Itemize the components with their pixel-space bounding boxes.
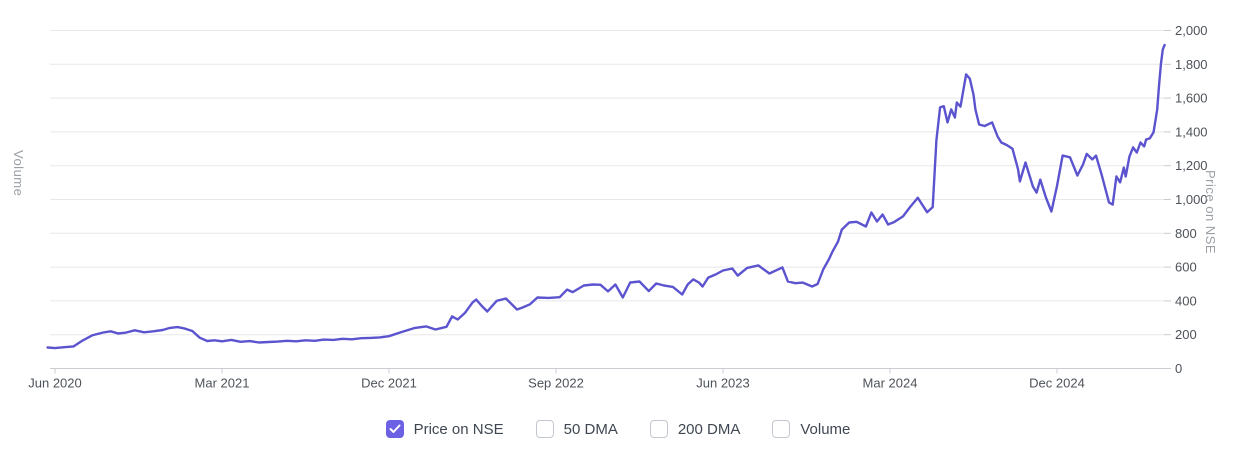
unchecked-checkbox-icon[interactable] <box>535 420 554 438</box>
x-tick-label: Sep 2022 <box>528 376 584 391</box>
x-tick-label: Mar 2021 <box>195 376 250 391</box>
legend-item-price-on-nse[interactable]: Price on NSE <box>385 420 504 438</box>
price-chart-area[interactable]: 0 200 400 600 800 1,000 1,200 1,400 1,600 1,800 2,… <box>0 0 1236 400</box>
legend-label: Price on NSE <box>413 420 504 438</box>
price-line-series <box>46 43 1166 350</box>
x-tick-label: Jun 2020 <box>28 376 82 391</box>
y-tick-label: 1,400 <box>1175 124 1208 139</box>
unchecked-checkbox-icon[interactable] <box>649 420 668 438</box>
x-tick-label: Mar 2024 <box>863 376 918 391</box>
legend-label: 50 DMA <box>563 420 618 438</box>
y-tick-label: 1,000 <box>1175 192 1208 207</box>
y-tick-label: 0 <box>1175 361 1182 376</box>
legend-item-50-dma[interactable]: 50 DMA <box>535 420 618 438</box>
checked-checkbox-icon[interactable] <box>385 420 404 438</box>
x-tick-label: Jun 2023 <box>696 376 750 391</box>
y-tick-label: 1,600 <box>1175 91 1208 106</box>
y-tick-label: 1,200 <box>1175 158 1208 173</box>
unchecked-checkbox-icon[interactable] <box>772 420 791 438</box>
y-axis-title-volume: Volume <box>11 150 26 197</box>
x-tick-label: Dec 2021 <box>361 376 417 391</box>
legend-toggle-bar: Price on NSE 50 DMA 200 DMA Volume <box>0 416 1236 442</box>
x-tick-label: Dec 2024 <box>1029 376 1085 391</box>
y-tick-label: 1,800 <box>1175 57 1208 72</box>
legend-item-volume[interactable]: Volume <box>772 420 850 438</box>
y-tick-label: 200 <box>1175 327 1197 342</box>
y-tick-label: 2,000 <box>1175 23 1208 38</box>
legend-label: Volume <box>800 420 851 438</box>
y-tick-label: 600 <box>1175 260 1197 275</box>
legend-item-200-dma[interactable]: 200 DMA <box>649 420 741 438</box>
price-line-chart[interactable]: 0 200 400 600 800 1,000 1,200 1,400 1,600 1,800 2,… <box>0 0 1236 400</box>
y-tick-label: 800 <box>1175 226 1197 241</box>
legend-label: 200 DMA <box>677 420 741 438</box>
y-tick-label: 400 <box>1175 293 1197 308</box>
y-axis-title-price: Price on NSE <box>1203 170 1218 255</box>
